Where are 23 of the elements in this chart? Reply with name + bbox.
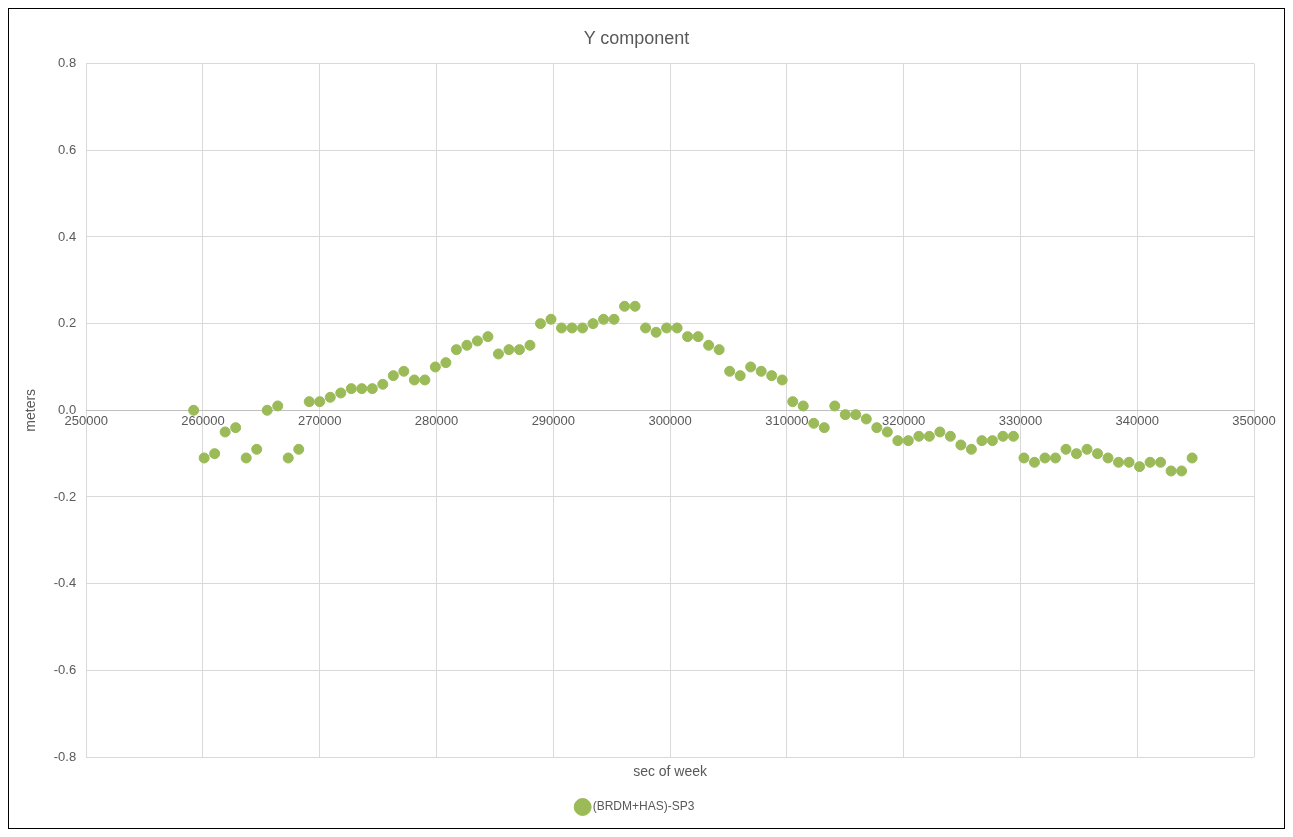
y-tick-label: -0.8 <box>53 748 77 764</box>
y-tick-label: 0.8 <box>58 55 77 71</box>
x-axis-title: sec of week <box>633 762 709 779</box>
x-tick-label: 310000 <box>765 412 809 428</box>
y-axis-title: meters <box>22 388 39 432</box>
x-tick-label: 290000 <box>531 412 576 428</box>
legend-label: (BRDM+HAS)-SP3 <box>592 799 695 814</box>
y-tick-label: 0.0 <box>58 401 77 417</box>
x-tick-label: 320000 <box>881 412 926 428</box>
x-tick-label: 340000 <box>1115 412 1159 428</box>
x-tick-label: 300000 <box>648 412 692 428</box>
x-tick-label: 280000 <box>414 412 459 428</box>
y-tick-label: 0.2 <box>58 315 77 331</box>
y-tick-label: -0.4 <box>53 575 77 591</box>
x-tick-label: 270000 <box>298 412 342 428</box>
x-tick-label: 260000 <box>181 412 225 428</box>
x-tick-label: 350000 <box>1232 412 1276 428</box>
chart-title: Y component <box>583 27 690 48</box>
y-tick-label: -0.2 <box>53 488 77 504</box>
x-tick-label: 330000 <box>998 412 1043 428</box>
y-tick-label: -0.6 <box>53 661 77 677</box>
y-tick-label: 0.6 <box>58 141 77 157</box>
y-tick-label: 0.4 <box>58 228 77 244</box>
